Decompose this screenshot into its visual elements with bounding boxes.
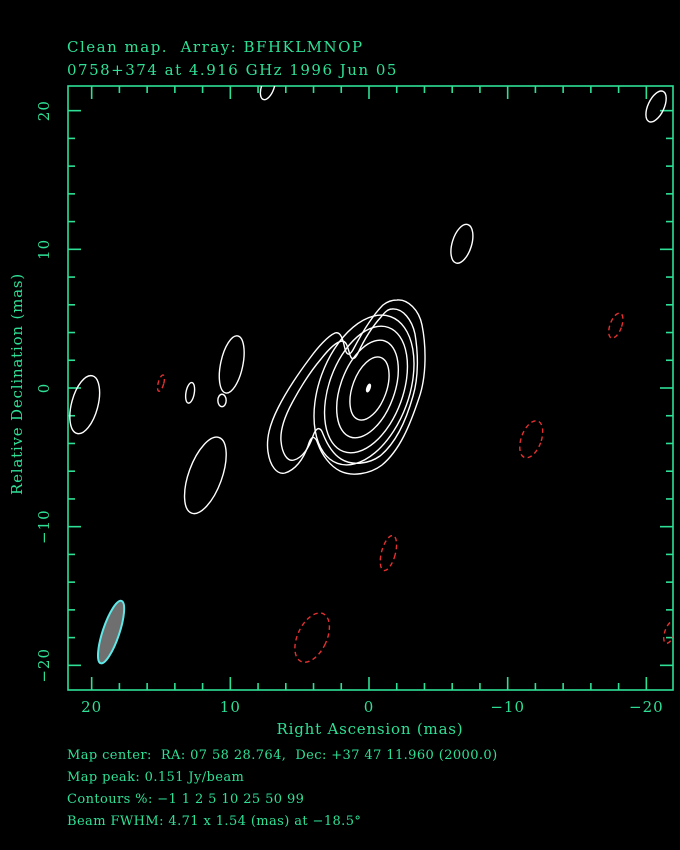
noise-contour-negative xyxy=(663,620,673,644)
x-tick-label: 10 xyxy=(220,698,241,716)
contour-5pct xyxy=(313,314,415,466)
title-block: Clean map. Array: BFHKLMNOP 0758+374 at … xyxy=(67,36,398,82)
noise-contour-negative xyxy=(294,612,331,663)
map-title: Clean map. Array: BFHKLMNOP xyxy=(67,38,364,56)
y-tick-label: 20 xyxy=(35,100,53,121)
x-tick-label: 0 xyxy=(364,698,375,716)
footer-block: Map center: RA: 07 58 28.764, Dec: +37 4… xyxy=(67,745,498,833)
x-axis-title: Right Ascension (mas) xyxy=(277,720,464,738)
map-subtitle: 0758+374 at 4.916 GHz 1996 Jun 05 xyxy=(67,61,398,79)
x-tick-label: −10 xyxy=(490,698,525,716)
axis-titles: Right Ascension (mas) Relative Declinatio… xyxy=(8,273,463,738)
contour-25pct xyxy=(336,339,399,439)
beam-fwhm-text: Beam FWHM: 4.71 x 1.54 (mas) at −18.5° xyxy=(67,814,362,829)
noise-contour-positive xyxy=(69,374,101,435)
contour-50pct xyxy=(349,356,390,421)
contour-1pct xyxy=(266,299,426,475)
contour-levels-text: Contours %: −1 1 2 5 10 25 50 99 xyxy=(67,792,305,807)
noise-contour-positive xyxy=(184,381,196,404)
noise-contour-negative xyxy=(608,312,624,339)
noise-contour-positive xyxy=(450,223,474,264)
axis-tick-labels: 20 10 0 −10 −20 20 10 0 −10 −20 xyxy=(35,100,664,716)
noise-contour-positive xyxy=(645,90,667,123)
noise-contour-positive xyxy=(218,335,245,394)
noise-contour-negative xyxy=(156,374,166,392)
noise-contour-negative xyxy=(519,420,544,459)
x-tick-label: 20 xyxy=(81,698,102,716)
noise-contour-positive xyxy=(259,86,276,101)
axis-ticks xyxy=(68,86,673,690)
y-axis-title: Relative Declination (mas) xyxy=(8,273,26,495)
y-tick-label: −20 xyxy=(35,648,53,683)
map-peak-text: Map peak: 0.151 Jy/beam xyxy=(67,770,245,785)
map-center-text: Map center: RA: 07 58 28.764, Dec: +37 4… xyxy=(67,748,498,763)
noise-contour-negative xyxy=(379,534,398,572)
noise-contours xyxy=(69,86,673,665)
y-tick-label: 0 xyxy=(35,383,53,394)
source-contours xyxy=(266,299,426,475)
noise-contour-positive xyxy=(183,436,227,515)
contour-10pct xyxy=(323,325,409,454)
contour-99pct-peak xyxy=(365,383,372,393)
x-tick-label: −20 xyxy=(629,698,664,716)
y-tick-label: −10 xyxy=(35,509,53,544)
y-tick-label: 10 xyxy=(35,239,53,260)
beam-ellipse xyxy=(96,599,126,665)
noise-contour-positive xyxy=(217,393,227,408)
